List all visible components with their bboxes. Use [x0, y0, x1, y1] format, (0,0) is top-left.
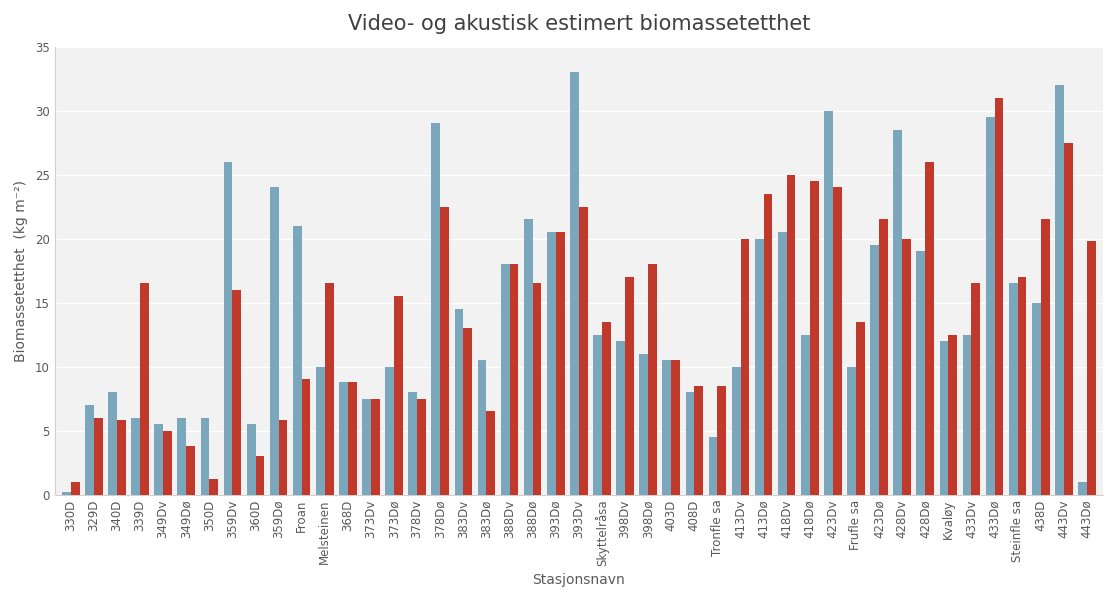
Bar: [187, 446, 195, 495]
Bar: [916, 251, 925, 495]
Bar: [340, 382, 347, 495]
Bar: [117, 421, 126, 495]
Bar: [409, 392, 417, 495]
Bar: [1078, 482, 1087, 495]
Bar: [732, 367, 741, 495]
Bar: [108, 392, 117, 495]
Bar: [833, 188, 842, 495]
Bar: [70, 482, 79, 495]
Bar: [648, 264, 657, 495]
Bar: [948, 335, 957, 495]
Bar: [256, 456, 265, 495]
Bar: [500, 264, 509, 495]
Bar: [963, 335, 972, 495]
Y-axis label: Biomassetetthet  (kg m⁻²): Biomassetetthet (kg m⁻²): [13, 180, 28, 362]
Bar: [894, 130, 903, 495]
Bar: [1041, 219, 1050, 495]
Bar: [1009, 284, 1018, 495]
Bar: [870, 245, 879, 495]
Bar: [786, 175, 795, 495]
Bar: [1018, 277, 1027, 495]
Bar: [247, 424, 256, 495]
Bar: [417, 398, 426, 495]
Bar: [925, 162, 934, 495]
Bar: [316, 367, 325, 495]
Bar: [61, 492, 70, 495]
Bar: [178, 418, 187, 495]
Bar: [856, 322, 865, 495]
Bar: [1032, 303, 1041, 495]
X-axis label: Stasjonsnavn: Stasjonsnavn: [533, 573, 626, 587]
Bar: [994, 98, 1003, 495]
Bar: [810, 181, 819, 495]
Bar: [824, 111, 833, 495]
Bar: [686, 392, 695, 495]
Bar: [347, 382, 356, 495]
Bar: [626, 277, 633, 495]
Bar: [879, 219, 888, 495]
Bar: [154, 424, 163, 495]
Bar: [570, 72, 579, 495]
Bar: [131, 418, 140, 495]
Bar: [708, 437, 717, 495]
Bar: [394, 296, 403, 495]
Bar: [94, 418, 103, 495]
Bar: [232, 290, 241, 495]
Bar: [509, 264, 518, 495]
Bar: [431, 123, 440, 495]
Bar: [986, 117, 994, 495]
Bar: [371, 398, 380, 495]
Bar: [140, 284, 149, 495]
Bar: [617, 341, 626, 495]
Bar: [755, 239, 764, 495]
Bar: [385, 367, 394, 495]
Bar: [270, 188, 278, 495]
Bar: [440, 207, 449, 495]
Bar: [602, 322, 611, 495]
Bar: [903, 239, 911, 495]
Bar: [325, 284, 334, 495]
Bar: [741, 239, 750, 495]
Bar: [223, 162, 232, 495]
Bar: [209, 480, 218, 495]
Bar: [487, 412, 495, 495]
Bar: [524, 219, 533, 495]
Bar: [1087, 241, 1096, 495]
Bar: [556, 232, 564, 495]
Bar: [671, 360, 680, 495]
Bar: [362, 398, 371, 495]
Bar: [764, 194, 772, 495]
Bar: [163, 431, 172, 495]
Bar: [547, 232, 556, 495]
Bar: [847, 367, 856, 495]
Bar: [801, 335, 810, 495]
Bar: [939, 341, 948, 495]
Bar: [85, 405, 94, 495]
Bar: [695, 386, 703, 495]
Bar: [777, 232, 786, 495]
Bar: [639, 354, 648, 495]
Bar: [1063, 142, 1072, 495]
Bar: [533, 284, 542, 495]
Bar: [662, 360, 671, 495]
Bar: [1056, 85, 1063, 495]
Bar: [455, 309, 464, 495]
Bar: [278, 421, 287, 495]
Title: Video- og akustisk estimert biomassetetthet: Video- og akustisk estimert biomassetett…: [347, 14, 810, 34]
Bar: [464, 328, 472, 495]
Bar: [593, 335, 602, 495]
Bar: [302, 379, 311, 495]
Bar: [293, 226, 302, 495]
Bar: [717, 386, 726, 495]
Bar: [972, 284, 981, 495]
Bar: [201, 418, 209, 495]
Bar: [478, 360, 487, 495]
Bar: [579, 207, 588, 495]
